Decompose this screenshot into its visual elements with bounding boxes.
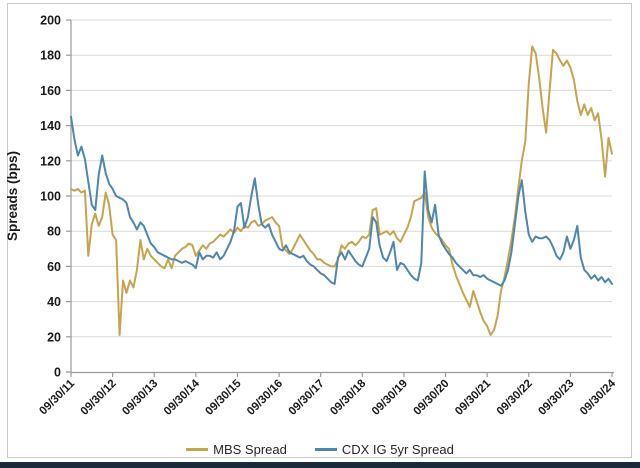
legend-item-mbs-spread: MBS Spread <box>186 442 287 457</box>
y-axis-tick-label: 200 <box>40 14 61 28</box>
y-axis-tick-label: 80 <box>47 225 61 239</box>
x-axis-tick-label: 09/30/15 <box>203 377 244 418</box>
x-axis-tick-label: 09/30/11 <box>37 377 77 417</box>
y-axis-tick-label: 40 <box>47 295 61 309</box>
bottom-edge-band <box>0 462 640 468</box>
x-axis-tick-label: 09/30/13 <box>120 378 160 418</box>
x-axis-tick-label: 09/30/16 <box>245 378 285 418</box>
y-axis-tick-label: 0 <box>54 366 61 380</box>
mbs-spread-line <box>70 45 613 336</box>
chart-legend: MBS Spread CDX IG 5yr Spread <box>0 441 640 458</box>
y-axis-tick-label: 140 <box>40 119 61 133</box>
x-axis-tick-label: 09/30/19 <box>370 378 410 418</box>
mbs-spread-legend-swatch <box>186 448 209 451</box>
y-axis-tick-label: 160 <box>40 84 61 98</box>
cdx-ig-5yr-spread-legend-swatch <box>314 448 337 451</box>
x-axis-tick-label: 09/30/20 <box>412 378 452 418</box>
x-axis-tick-label: 09/30/17 <box>287 378 327 418</box>
x-axis-tick-label: 09/30/14 <box>162 377 203 418</box>
x-axis-tick-label: 09/30/18 <box>328 377 369 418</box>
x-axis-tick-label: 09/30/23 <box>536 378 576 418</box>
cdx-ig-5yr-spread-legend-label: CDX IG 5yr Spread <box>341 442 454 457</box>
x-axis-tick-label: 09/30/21 <box>453 377 494 418</box>
y-axis-title: Spreads (bps) <box>5 151 20 241</box>
y-axis-tick-label: 60 <box>47 260 61 274</box>
y-axis-tick-label: 180 <box>40 49 61 63</box>
legend-item-cdx-ig-5yr-spread: CDX IG 5yr Spread <box>314 442 454 457</box>
x-axis-tick-label: 09/30/24 <box>578 377 619 418</box>
x-axis-tick-label: 09/30/22 <box>495 378 535 418</box>
cdx-ig-5yr-spread-line <box>70 115 613 287</box>
y-axis-tick-label: 20 <box>47 330 61 344</box>
mbs-spread-legend-label: MBS Spread <box>213 442 287 457</box>
x-axis-tick-label: 09/30/12 <box>79 378 119 418</box>
y-axis-tick-label: 120 <box>40 154 61 168</box>
y-axis-tick-label: 100 <box>40 190 61 204</box>
